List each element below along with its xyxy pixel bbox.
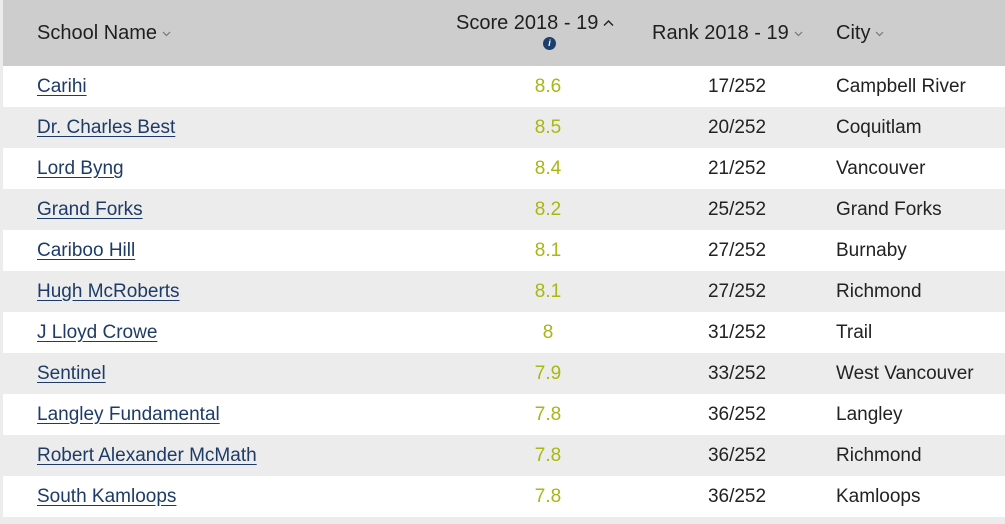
- table-row: Langley Fundamental 7.8 36/252 Langley: [3, 394, 1005, 435]
- rank-value: 27/252: [707, 281, 767, 302]
- city-value: Richmond: [836, 281, 922, 302]
- chevron-up-icon: [603, 19, 614, 28]
- table-row: Carihi 8.6 17/252 Campbell River: [3, 66, 1005, 107]
- city-value: Grand Forks: [836, 199, 942, 220]
- city-value: Richmond: [836, 445, 922, 466]
- school-link[interactable]: Hugh McRoberts: [37, 281, 180, 302]
- rank-value: 20/252: [707, 117, 767, 138]
- school-link[interactable]: Langley Fundamental: [37, 404, 220, 425]
- city-value: Langley: [836, 404, 903, 425]
- city-value: Kamloops: [836, 486, 921, 507]
- column-header-label: Score 2018 - 19: [456, 12, 599, 34]
- rank-value: 36/252: [707, 404, 767, 425]
- city-value: Vancouver: [836, 158, 926, 179]
- school-link[interactable]: Cariboo Hill: [37, 240, 136, 261]
- school-link[interactable]: Robert Alexander McMath: [37, 445, 257, 466]
- chevron-down-icon: [794, 29, 803, 38]
- table-row: Hugh McRoberts 8.1 27/252 Richmond: [3, 271, 1005, 312]
- column-header-score[interactable]: Score 2018 - 19: [456, 12, 614, 35]
- chevron-down-icon: [875, 29, 884, 38]
- score-value: 7.8: [534, 445, 562, 466]
- table-row: J Lloyd Crowe 8 31/252 Trail: [3, 312, 1005, 353]
- table-row: Grand Forks 8.2 25/252 Grand Forks: [3, 189, 1005, 230]
- score-value: 7.9: [534, 363, 562, 384]
- school-link[interactable]: Carihi: [37, 76, 87, 97]
- score-value: 8.5: [534, 117, 562, 138]
- score-value: 8: [542, 322, 554, 343]
- rank-value: 27/252: [707, 240, 767, 261]
- rank-value: 25/252: [707, 199, 767, 220]
- score-value: 7.8: [534, 404, 562, 425]
- score-value: 8.1: [534, 281, 562, 302]
- chevron-down-icon: [162, 29, 171, 38]
- column-header-label: School Name: [37, 22, 158, 44]
- rank-value: 36/252: [707, 486, 767, 507]
- school-link[interactable]: Dr. Charles Best: [37, 117, 176, 138]
- rank-value: 33/252: [707, 363, 767, 384]
- score-value: 7.8: [534, 486, 562, 507]
- city-value: West Vancouver: [836, 363, 974, 384]
- city-value: Burnaby: [836, 240, 907, 261]
- table-row: Robert Alexander McMath 7.8 36/252 Richmond: [3, 435, 1005, 476]
- score-value: 8.6: [534, 76, 562, 97]
- school-link[interactable]: J Lloyd Crowe: [37, 322, 158, 343]
- city-value: Coquitlam: [836, 117, 922, 138]
- school-link[interactable]: South Kamloops: [37, 486, 177, 507]
- score-value: 8.2: [534, 199, 562, 220]
- table-row: Lord Byng 8.4 21/252 Vancouver: [3, 148, 1005, 189]
- rank-value: 17/252: [707, 76, 767, 97]
- info-icon[interactable]: i: [543, 37, 556, 50]
- city-value: Trail: [836, 322, 873, 343]
- rank-value: 36/252: [707, 445, 767, 466]
- table-row: Cariboo Hill 8.1 27/252 Burnaby: [3, 230, 1005, 271]
- score-value: 8.4: [534, 158, 562, 179]
- column-header-rank[interactable]: Rank 2018 - 19: [652, 22, 803, 45]
- school-link[interactable]: Sentinel: [37, 363, 106, 384]
- rank-value: 21/252: [707, 158, 767, 179]
- rank-value: 31/252: [707, 322, 767, 343]
- column-header-label: Rank 2018 - 19: [652, 22, 789, 44]
- city-value: Campbell River: [836, 76, 966, 97]
- score-value: 8.1: [534, 240, 562, 261]
- table-row: South Kamloops 7.8 36/252 Kamloops: [3, 476, 1005, 517]
- table-row: Sentinel 7.9 33/252 West Vancouver: [3, 353, 1005, 394]
- column-header-city[interactable]: City: [836, 22, 884, 45]
- school-link[interactable]: Grand Forks: [37, 199, 143, 220]
- table-row: Dr. Charles Best 8.5 20/252 Coquitlam: [3, 107, 1005, 148]
- column-header-label: City: [836, 22, 871, 44]
- column-header-school-name[interactable]: School Name: [37, 22, 171, 45]
- table-header: School Name Score 2018 - 19 i Rank 2018 …: [3, 0, 1005, 66]
- school-link[interactable]: Lord Byng: [37, 158, 124, 179]
